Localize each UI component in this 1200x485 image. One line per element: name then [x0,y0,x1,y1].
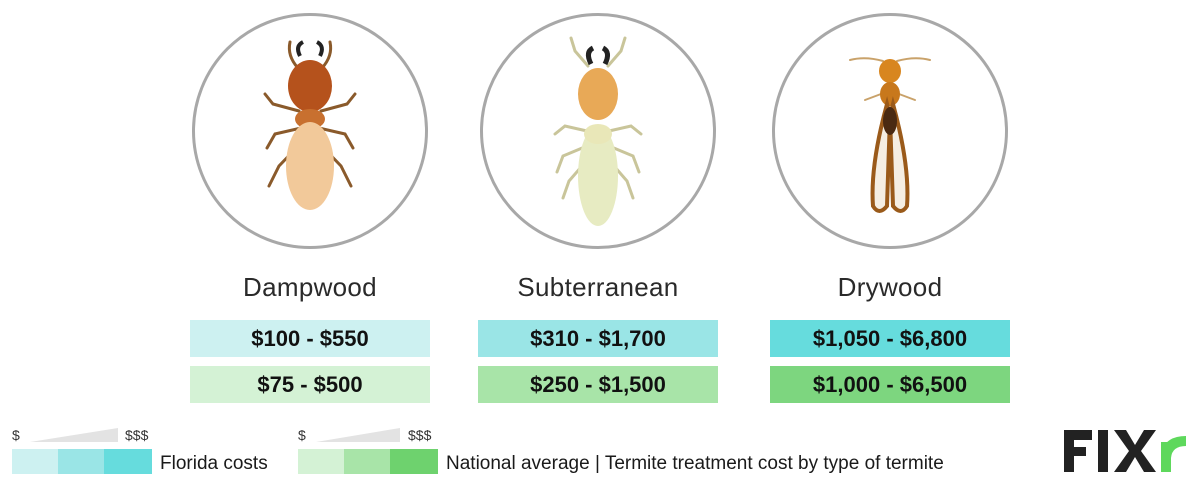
national-cost-range: $250 - $1,500 [478,366,718,403]
subterranean-termite-icon [553,36,643,226]
dampwood-termite-circle [192,13,428,249]
florida-scale-wedge [30,428,118,442]
termite-name: Drywood [837,272,943,302]
national-scale-low: $ [298,427,306,443]
florida-legend-label: Florida costs [160,453,268,474]
florida-swatch-high [104,449,152,474]
national-cost-range: $1,000 - $6,500 [770,366,1010,403]
florida-cost-range: $310 - $1,700 [478,320,718,357]
termite-name: Subterranean [517,272,679,302]
fixr-logo [1064,430,1186,472]
florida-swatch-mid [58,449,104,474]
national-swatch-low [298,449,344,474]
chart-caption: Termite treatment cost by type of termit… [604,453,944,474]
drywood-termite-icon [849,57,931,213]
national-legend-label: National average | Termite treatment cos… [446,453,944,475]
national-swatch-mid [344,449,390,474]
legend-separator: | [594,453,600,474]
national-label: National average [446,453,590,474]
national-scale-wedge [316,428,400,442]
florida-swatch-low [12,449,58,474]
national-scale-high: $$$ [408,427,432,443]
florida-cost-range: $1,050 - $6,800 [770,320,1010,357]
florida-scale-low: $ [12,427,20,443]
florida-cost-range: $100 - $550 [190,320,430,357]
dampwood-termite-icon [263,40,357,210]
drywood-termite-circle [772,13,1008,249]
national-cost-range: $75 - $500 [190,366,430,403]
national-swatch-high [390,449,438,474]
termite-name: Dampwood [243,272,377,302]
florida-scale-high: $$$ [125,427,149,443]
subterranean-termite-circle [480,13,716,249]
